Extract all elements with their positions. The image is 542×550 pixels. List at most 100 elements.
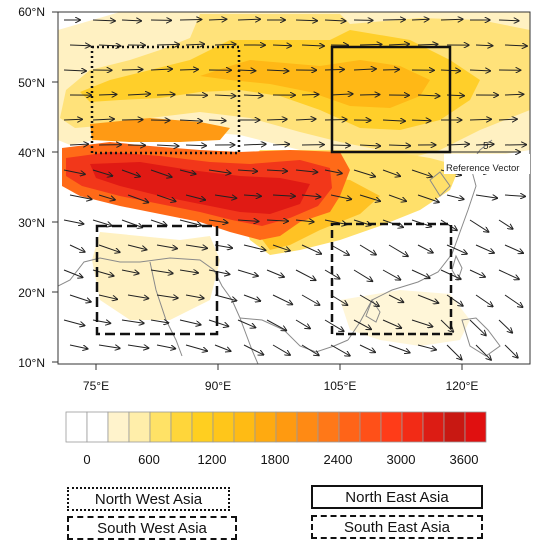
wind-vector-arrow: [295, 170, 317, 172]
wind-vector-arrow: [446, 294, 463, 306]
wind-vector-arrow: [156, 344, 175, 349]
wind-vector-arrow: [388, 244, 408, 256]
map-panel: [58, 12, 530, 364]
wind-vector-arrow: [185, 245, 207, 248]
legend-north-east-asia: North East Asia: [311, 485, 483, 509]
lat-label-40n: 40°N: [18, 146, 45, 160]
legend-north-west-asia: North West Asia: [67, 487, 230, 511]
wind-vector-arrow: [121, 20, 141, 21]
wind-vector-arrow: [69, 45, 90, 46]
legend-south-east-asia-label: South East Asia: [344, 518, 450, 536]
wind-vector-arrow: [127, 194, 148, 202]
wind-vector-arrow: [156, 145, 178, 146]
colorbar-label-2400: 2400: [324, 452, 353, 467]
wind-vector-arrow: [504, 244, 523, 253]
wind-vector-arrow: [475, 244, 494, 253]
wind-vector-arrow: [411, 319, 432, 327]
colorbar-swatch: [401, 411, 424, 443]
wind-vector-arrow: [295, 319, 310, 328]
wind-vector-arrow: [92, 169, 112, 176]
wind-vector-arrow: [156, 95, 175, 96]
wind-vector-arrow: [388, 194, 406, 201]
colorbar: [65, 411, 487, 443]
wind-vector-arrow: [208, 319, 228, 326]
wind-vector-arrow: [63, 269, 83, 277]
wind-vector-arrow: [214, 344, 231, 351]
wind-vector-arrow: [417, 95, 440, 96]
wind-vector-arrow: [179, 270, 198, 273]
wind-vector-arrow: [237, 220, 258, 221]
wind-vector-arrow: [69, 194, 92, 199]
wind-vector-arrow: [411, 169, 432, 177]
wind-vector-arrow: [295, 269, 316, 280]
wind-vector-arrow: [359, 95, 379, 96]
legend-south-east-asia: South East Asia: [311, 515, 483, 539]
wind-vector-arrow: [150, 269, 173, 273]
wind-vector-arrow: [243, 144, 266, 145]
wind-vector-arrow: [266, 70, 288, 71]
wind-vector-arrow: [440, 219, 457, 230]
wind-vector-arrow: [359, 344, 375, 352]
wind-vector-arrow: [301, 45, 324, 46]
wind-vector-arrow: [498, 20, 519, 21]
wind-vector-arrow: [330, 145, 350, 146]
wind-vector-arrow: [382, 319, 401, 328]
wind-vector-arrow: [498, 269, 519, 279]
region-box-north-east-asia: [330, 45, 452, 154]
wind-vector-arrow: [179, 120, 202, 121]
wind-vector-arrow: [353, 319, 371, 329]
colorbar-swatch: [338, 411, 361, 443]
wind-vector-arrow: [185, 344, 207, 351]
wind-vector-arrow: [121, 69, 143, 70]
lat-label-10n: 10°N: [18, 356, 45, 370]
colorbar-swatch: [149, 411, 172, 443]
wind-vector-arrow: [121, 319, 144, 323]
colorbar-swatch: [380, 411, 403, 443]
wind-vector-arrow: [475, 344, 491, 360]
wind-vector-arrow: [388, 145, 410, 146]
wind-vector-arrow: [179, 20, 201, 21]
wind-vector-arrow: [98, 294, 117, 299]
wind-vector-arrow: [411, 120, 431, 121]
wind-vector-arrow: [179, 169, 196, 174]
colorbar-swatch: [86, 411, 109, 443]
wind-vector-arrow: [272, 294, 292, 304]
wind-vector-arrow: [127, 94, 150, 95]
wind-vector-arrow: [214, 44, 236, 45]
colorbar-label-0: 0: [83, 452, 90, 467]
wind-vector-arrow: [446, 244, 467, 254]
region-box-south-west-asia: [95, 224, 219, 336]
wind-vector-arrow: [382, 70, 399, 71]
wind-vector-arrow: [498, 319, 512, 333]
wind-vector-arrow: [504, 195, 525, 196]
wind-vector-arrow: [475, 294, 493, 306]
wind-vector-arrow: [92, 20, 115, 21]
wind-vector-arrow: [266, 220, 288, 221]
wind-vector-arrow: [330, 344, 350, 356]
lon-label-105e: 105°E: [324, 379, 357, 393]
wind-vector-arrow: [266, 119, 287, 120]
colorbar-swatch: [128, 411, 151, 443]
wind-vector-arrow: [237, 19, 260, 20]
legend-north-west-asia-label: North West Asia: [94, 490, 203, 508]
wind-vector-arrow: [237, 170, 257, 171]
wind-vector-arrow: [237, 319, 255, 328]
colorbar-swatch: [212, 411, 235, 443]
wind-vector-arrow: [469, 319, 486, 335]
wind-vector-arrow: [185, 194, 205, 200]
colorbar-swatch: [170, 411, 193, 443]
wind-vector-arrow: [185, 295, 204, 298]
wind-vector-arrow: [98, 344, 120, 348]
wind-vector-arrow: [411, 269, 430, 278]
colorbar-label-3600: 3600: [450, 452, 479, 467]
wind-vector-arrow: [243, 294, 260, 301]
wind-vector-arrow: [156, 194, 176, 201]
wind-vector-arrow: [330, 94, 353, 95]
wind-vector-arrow: [440, 19, 463, 20]
wind-vector-arrow: [295, 220, 314, 222]
colorbar-tick-labels: 0 600 1200 1800 2400 3000 3600: [83, 452, 478, 467]
wind-vector-arrow: [417, 244, 433, 253]
wind-vector-arrow: [63, 219, 83, 224]
wind-vector-arrow: [121, 120, 143, 121]
